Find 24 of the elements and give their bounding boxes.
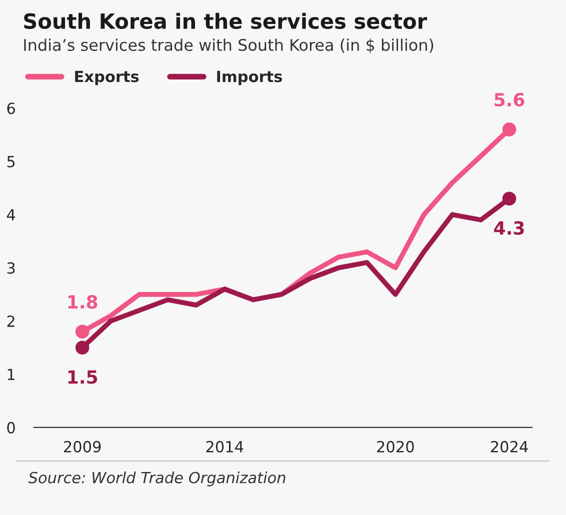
x-tick-label: 2009 (64, 440, 101, 452)
y-tick-label: 1 (8, 368, 14, 380)
data-label: 1.5 (68, 370, 98, 384)
y-tick-label: 6 (7, 102, 15, 114)
x-tick-label: 2024 (490, 440, 528, 452)
data-label: 5.6 (494, 92, 524, 106)
x-tick-label: 2014 (206, 440, 244, 452)
y-tick-label: 0 (7, 422, 15, 434)
y-tick-label: 2 (7, 315, 14, 327)
point (502, 122, 516, 136)
chart-subtitle: India’s services trade with South Korea (in $ billion) (24, 38, 434, 54)
y-tick-label: 5 (7, 156, 15, 168)
chart-title: South Korea in the services sector (24, 12, 428, 29)
data-label: 4.3 (494, 221, 524, 235)
y-tick-label: 3 (7, 262, 15, 274)
point (75, 324, 90, 339)
source-note: Source: World Trade Organization (28, 472, 286, 486)
legend-label: Imports (217, 70, 282, 86)
point (75, 340, 90, 355)
data-label: 1.8 (68, 295, 98, 309)
y-tick-label: 4 (6, 209, 16, 220)
legend-label: Exports (75, 70, 139, 86)
point (502, 192, 516, 206)
x-tick-label: 2020 (377, 440, 414, 452)
